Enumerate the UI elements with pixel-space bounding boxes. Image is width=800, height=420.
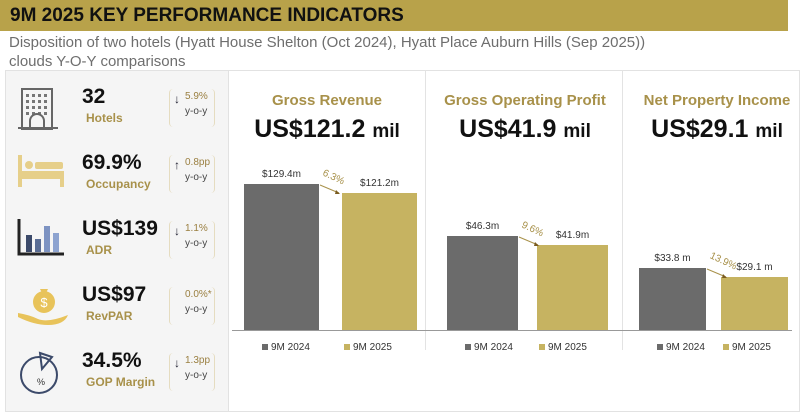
divider (425, 70, 426, 350)
bar-prior (447, 236, 518, 330)
subtitle-line-1: Disposition of two hotels (Hyatt House S… (9, 34, 646, 51)
change-arrow-icon (319, 184, 340, 194)
arrow-down-icon: ↓ (174, 92, 180, 106)
change-arrow-icon (706, 269, 727, 279)
arrow-down-icon: ↓ (174, 356, 180, 370)
legend-item: 9M 2024 (262, 342, 310, 353)
legend-swatch (657, 344, 663, 350)
kpi-yoy: y-o-y (185, 370, 208, 381)
kpi-value: 32 (82, 85, 106, 108)
kpi-change: 0.0%* (185, 289, 212, 300)
bar-data-label: $29.1 m (736, 262, 773, 274)
kpi-value: 34.5% (82, 349, 142, 372)
legend-swatch (465, 344, 471, 350)
bar-current (537, 244, 608, 330)
arrow-down-icon: ↓ (174, 224, 180, 238)
legend-swatch (539, 344, 545, 350)
kpi-label: Occupancy (86, 177, 151, 191)
pie-gauge-icon: % (16, 349, 66, 395)
kpi-change-box: 0.0%* y-o-y (169, 287, 215, 325)
subtitle-line-2: clouds Y-O-Y comparisons (9, 53, 186, 70)
legend-swatch (262, 344, 268, 350)
chart-title: Net Property Income (643, 92, 791, 109)
kpi-yoy: y-o-y (185, 172, 208, 183)
kpi-value: US$139 (82, 217, 158, 240)
bar-current (721, 277, 788, 330)
kpi-change: 0.8pp (185, 157, 211, 168)
kpi-yoy: y-o-y (185, 304, 208, 315)
legend-item: 9M 2025 (723, 342, 771, 353)
kpi-change-box: ↓ 1.3pp y-o-y (169, 353, 215, 391)
legend-item: 9M 2024 (465, 342, 513, 353)
bed-icon (16, 151, 66, 197)
kpi-label: RevPAR (86, 309, 133, 323)
kpi-revpar: $ US$97 RevPAR 0.0%* y-o-y (6, 277, 230, 337)
kpi-change: 1.3pp (185, 355, 211, 366)
bar-data-label: $33.8 m (654, 253, 691, 265)
kpi-value: 69.9% (82, 151, 142, 174)
kpi-yoy: y-o-y (185, 106, 208, 117)
bar-prior (639, 268, 706, 330)
kpi-change-box: ↓ 1.1% y-o-y (169, 221, 215, 259)
bar-data-label: $129.4m (262, 168, 301, 180)
svg-text:%: % (37, 377, 45, 387)
kpi-change-box: ↓ 5.9% y-o-y (169, 89, 215, 127)
bar-prior (244, 183, 319, 330)
kpi-occupancy: 69.9% Occupancy ↑ 0.8pp y-o-y (6, 145, 230, 205)
arrow-up-icon: ↑ (174, 158, 180, 172)
legend-item: 9M 2025 (344, 342, 392, 353)
bar-data-label: $41.9m (555, 229, 590, 241)
legend-swatch (344, 344, 350, 350)
kpi-label: Hotels (86, 111, 123, 125)
kpi-hotels: 32 Hotels ↓ 5.9% y-o-y (6, 79, 230, 139)
kpi-gop-margin: % 34.5% GOP Margin ↓ 1.3pp y-o-y (6, 343, 230, 403)
page-title: 9M 2025 KEY PERFORMANCE INDICATORS (0, 0, 788, 31)
kpi-panel: 32 Hotels ↓ 5.9% y-o-y 69.9% Occupancy ↑… (5, 70, 229, 412)
money-bag-hand-icon: $ (16, 283, 68, 329)
bar-data-label: $121.2m (360, 178, 399, 190)
change-arrow-icon (518, 236, 539, 246)
kpi-change-box: ↑ 0.8pp y-o-y (169, 155, 215, 193)
chart-title: Gross Operating Profit (444, 92, 606, 109)
legend-item: 9M 2024 (657, 342, 705, 353)
hotel-building-icon (16, 85, 66, 131)
kpi-adr: US$139 ADR ↓ 1.1% y-o-y (6, 211, 230, 271)
divider (622, 70, 623, 350)
legend-swatch (723, 344, 729, 350)
kpi-value: US$97 (82, 283, 147, 306)
kpi-label: ADR (86, 243, 112, 257)
chart-headline: US$29.1 mil (651, 115, 783, 143)
bar-current (342, 193, 417, 330)
svg-text:$: $ (40, 295, 48, 310)
kpi-change: 5.9% (185, 91, 208, 102)
chart-baseline (232, 330, 792, 331)
bar-data-label: $46.3m (465, 221, 500, 232)
kpi-change: 1.1% (185, 223, 208, 234)
bar-chart-icon (16, 217, 66, 263)
kpi-label: GOP Margin (86, 375, 156, 389)
chart-headline: US$41.9 mil (459, 115, 591, 143)
kpi-yoy: y-o-y (185, 238, 208, 249)
chart-title: Gross Revenue (271, 92, 383, 109)
legend-item: 9M 2025 (539, 342, 587, 353)
chart-headline: US$121.2 mil (254, 115, 400, 143)
